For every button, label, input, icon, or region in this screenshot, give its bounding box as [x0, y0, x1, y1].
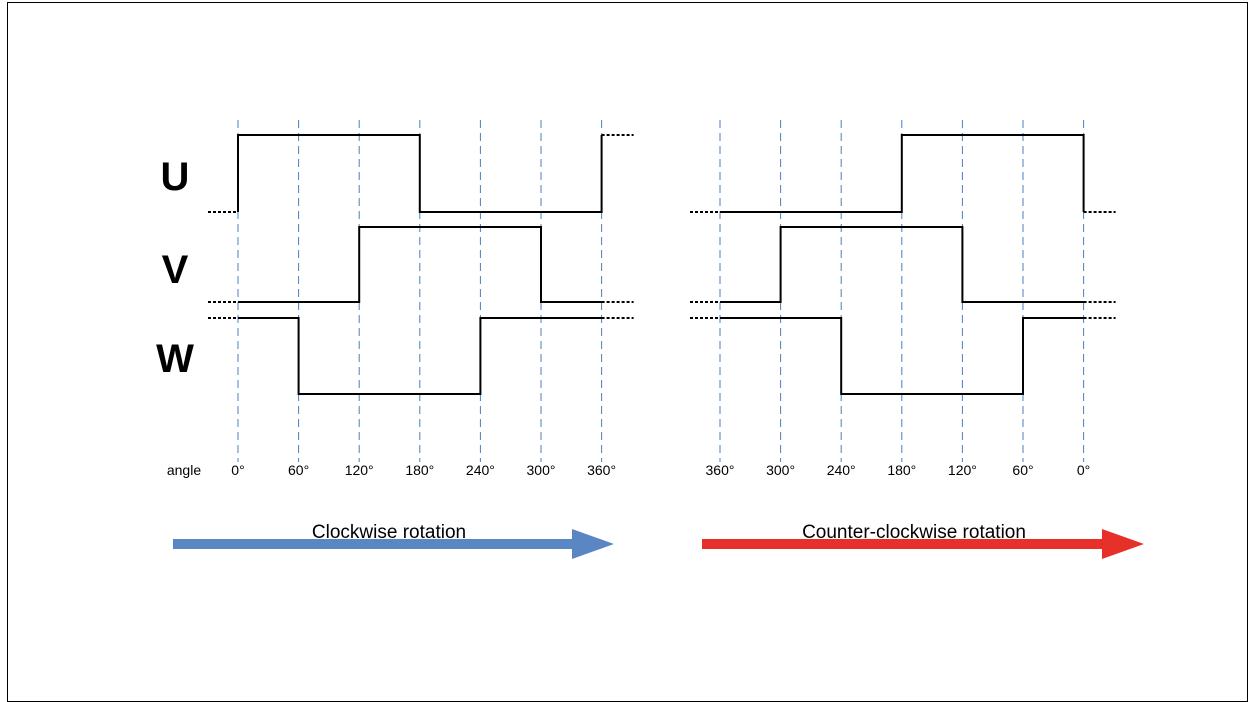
counter-clockwise-angle-tick-3: 180°: [887, 462, 916, 478]
signal-label-v: V: [162, 248, 189, 292]
clockwise-angle-tick-4: 240°: [466, 462, 495, 478]
clockwise-angle-tick-3: 180°: [405, 462, 434, 478]
diagram-frame: [7, 2, 1248, 702]
clockwise-waveform-v: [238, 226, 602, 303]
counter-clockwise-angle-tick-1: 300°: [766, 462, 795, 478]
clockwise-arrowhead-icon: [572, 529, 614, 559]
clockwise-angle-tick-2: 120°: [345, 462, 374, 478]
signal-label-w: W: [156, 337, 194, 381]
clockwise-arrow-shaft: [173, 539, 572, 549]
counter-clockwise-caption: Counter-clockwise rotation: [802, 522, 1026, 543]
signal-label-u: U: [161, 155, 190, 199]
clockwise-waveform-u: [237, 134, 603, 213]
counter-clockwise-waveform-u: [720, 134, 1085, 213]
counter-clockwise-angle-tick-0: 360°: [706, 462, 735, 478]
counter-clockwise-angle-tick-2: 240°: [827, 462, 856, 478]
counter-clockwise-arrowhead-icon: [1102, 529, 1144, 559]
clockwise-waveform-w: [238, 317, 602, 395]
counter-clockwise-waveform-w: [720, 317, 1084, 395]
counter-clockwise-angle-tick-6: 0°: [1077, 462, 1090, 478]
clockwise-caption: Clockwise rotation: [312, 522, 466, 543]
counter-clockwise-angle-tick-5: 60°: [1012, 462, 1033, 478]
counter-clockwise-waveform-v: [720, 226, 1084, 303]
clockwise-angle-tick-1: 60°: [288, 462, 309, 478]
clockwise-angle-tick-0: 0°: [231, 462, 244, 478]
counter-clockwise-arrow-shaft: [702, 539, 1102, 549]
clockwise-angle-tick-6: 360°: [587, 462, 616, 478]
hall-sensor-timing-diagram: U V W angle 0° 60° 120° 180° 240° 300° 360° Clo…: [156, 120, 1144, 559]
angle-axis-label: angle: [167, 462, 201, 478]
counter-clockwise-angle-tick-4: 120°: [948, 462, 977, 478]
clockwise-angle-tick-5: 300°: [527, 462, 556, 478]
